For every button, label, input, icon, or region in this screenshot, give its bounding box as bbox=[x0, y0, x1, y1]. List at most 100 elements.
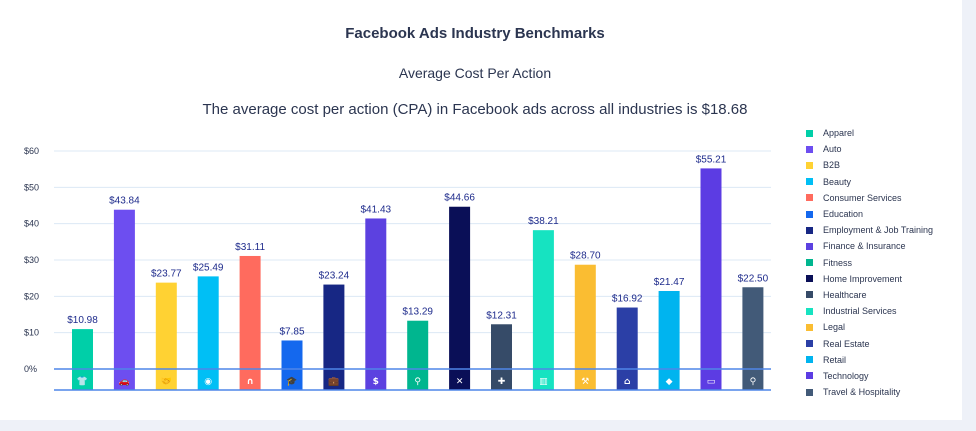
y-tick-label: $30 bbox=[24, 255, 39, 265]
bar-technology bbox=[700, 168, 722, 390]
shirt-icon: 👕 bbox=[77, 376, 88, 387]
legend-item[interactable]: Home Improvement bbox=[806, 271, 933, 287]
chart-description: The average cost per action (CPA) in Fac… bbox=[202, 101, 748, 118]
handshake-icon: 🤝 bbox=[161, 377, 172, 387]
legend-item[interactable]: Healthcare bbox=[806, 287, 933, 303]
bar-fitness bbox=[407, 320, 429, 390]
tools-icon: ✕ bbox=[456, 377, 464, 387]
house-icon: ⌂ bbox=[624, 377, 631, 387]
legend-item[interactable]: Apparel bbox=[806, 125, 933, 141]
data-label: $16.92 bbox=[612, 294, 643, 305]
data-label: $22.50 bbox=[738, 273, 769, 284]
legend-swatch bbox=[806, 291, 813, 299]
data-label: $43.84 bbox=[109, 196, 140, 207]
bar-finance-insurance bbox=[365, 218, 387, 390]
legend-swatch bbox=[806, 178, 813, 186]
y-tick-label: 0% bbox=[24, 364, 37, 374]
bar-legal bbox=[574, 264, 596, 390]
legend-item[interactable]: Travel & Hospitality bbox=[806, 384, 933, 400]
tag-icon: ◆ bbox=[666, 377, 673, 387]
legend-item[interactable]: Beauty bbox=[806, 174, 933, 190]
gavel-icon: ⚒ bbox=[581, 377, 589, 387]
legend-swatch bbox=[806, 226, 813, 234]
legend-item[interactable]: Education bbox=[806, 206, 933, 222]
legend-swatch bbox=[806, 275, 813, 283]
money-bag-icon: $ bbox=[373, 377, 379, 387]
data-label: $10.98 bbox=[67, 315, 98, 326]
legend: Apparel Auto B2B Beauty Consumer Services Edu… bbox=[806, 125, 933, 400]
legend-swatch bbox=[806, 161, 813, 169]
y-tick-label: $60 bbox=[24, 146, 39, 156]
legend-swatch bbox=[806, 372, 813, 380]
legend-label: Industrial Services bbox=[823, 306, 897, 317]
legend-swatch bbox=[806, 356, 813, 364]
graduation-cap-icon: 🎓 bbox=[286, 376, 297, 387]
legend-item[interactable]: B2B bbox=[806, 157, 933, 173]
legend-label: Fitness bbox=[823, 257, 853, 268]
legend-label: Employment & Job Training bbox=[823, 225, 934, 236]
legend-swatch bbox=[806, 145, 813, 153]
legend-swatch bbox=[806, 340, 813, 348]
legend-item[interactable]: Employment & Job Training bbox=[806, 222, 933, 238]
bar-retail bbox=[658, 290, 680, 390]
legend-label: Apparel bbox=[823, 128, 855, 139]
legend-label: Auto bbox=[823, 144, 842, 155]
legend-item[interactable]: Retail bbox=[806, 352, 933, 368]
y-tick-label: $40 bbox=[24, 219, 39, 229]
legend-item[interactable]: Fitness bbox=[806, 255, 933, 271]
legend-label: Beauty bbox=[823, 176, 852, 187]
legend-label: Education bbox=[823, 209, 864, 220]
legend-label: Finance & Insurance bbox=[823, 241, 906, 252]
data-label: $21.47 bbox=[654, 277, 685, 288]
data-label: $7.85 bbox=[279, 326, 304, 337]
data-label: $41.43 bbox=[361, 204, 392, 215]
legend-item[interactable]: Real Estate bbox=[806, 335, 933, 351]
data-label: $13.29 bbox=[402, 307, 433, 318]
legend-label: Legal bbox=[823, 322, 846, 333]
data-label: $44.66 bbox=[444, 193, 475, 204]
legend-swatch bbox=[806, 259, 813, 267]
legend-label: Real Estate bbox=[823, 338, 870, 349]
legend-item[interactable]: Finance & Insurance bbox=[806, 238, 933, 254]
bar-b-b bbox=[155, 282, 177, 390]
bar-chart: 0% $10 $20 $30 $40 $50 $60 $10.98 👕 $43.84 🚗 $23.77… bbox=[24, 146, 771, 391]
legend-item[interactable]: Auto bbox=[806, 141, 933, 157]
legend-swatch bbox=[806, 210, 813, 218]
car-icon: 🚗 bbox=[119, 377, 130, 387]
data-label: $28.70 bbox=[570, 251, 601, 262]
map-pin-icon: ⚲ bbox=[750, 377, 757, 387]
laptop-icon: ▭ bbox=[707, 377, 716, 387]
webcam-icon: ◉ bbox=[204, 377, 212, 387]
legend-item[interactable]: Consumer Services bbox=[806, 190, 933, 206]
legend-label: Technology bbox=[823, 370, 869, 381]
briefcase-icon: 💼 bbox=[328, 376, 339, 387]
bar-education bbox=[281, 340, 303, 390]
bar-healthcare bbox=[491, 324, 512, 390]
bar-apparel bbox=[72, 329, 93, 390]
data-label: $25.49 bbox=[193, 262, 224, 273]
bar-industrial-services bbox=[532, 230, 554, 390]
bar-consumer-services bbox=[239, 255, 261, 390]
legend-item[interactable]: Technology bbox=[806, 368, 933, 384]
legend-label: Retail bbox=[823, 354, 847, 365]
data-label: $31.11 bbox=[235, 242, 265, 253]
bar-beauty bbox=[197, 276, 219, 390]
factory-icon: ▥ bbox=[539, 377, 548, 387]
legend-swatch bbox=[806, 242, 813, 250]
bar-home-improvement bbox=[449, 206, 471, 390]
legend-swatch bbox=[806, 323, 813, 331]
legend-swatch bbox=[806, 194, 813, 202]
legend-swatch bbox=[806, 307, 813, 315]
legend-label: Travel & Hospitality bbox=[823, 387, 901, 398]
legend-swatch bbox=[806, 388, 813, 396]
legend-label: Home Improvement bbox=[823, 273, 903, 284]
legend-item[interactable]: Legal bbox=[806, 319, 933, 335]
data-label: $38.21 bbox=[528, 216, 559, 227]
legend-item[interactable]: Industrial Services bbox=[806, 303, 933, 319]
bar-employment-job-training bbox=[323, 284, 345, 390]
legend-label: B2B bbox=[823, 160, 841, 171]
legend-swatch bbox=[806, 129, 813, 137]
legend-label: Healthcare bbox=[823, 289, 867, 300]
y-tick-label: $20 bbox=[24, 291, 39, 301]
legend-label: Consumer Services bbox=[823, 192, 902, 203]
